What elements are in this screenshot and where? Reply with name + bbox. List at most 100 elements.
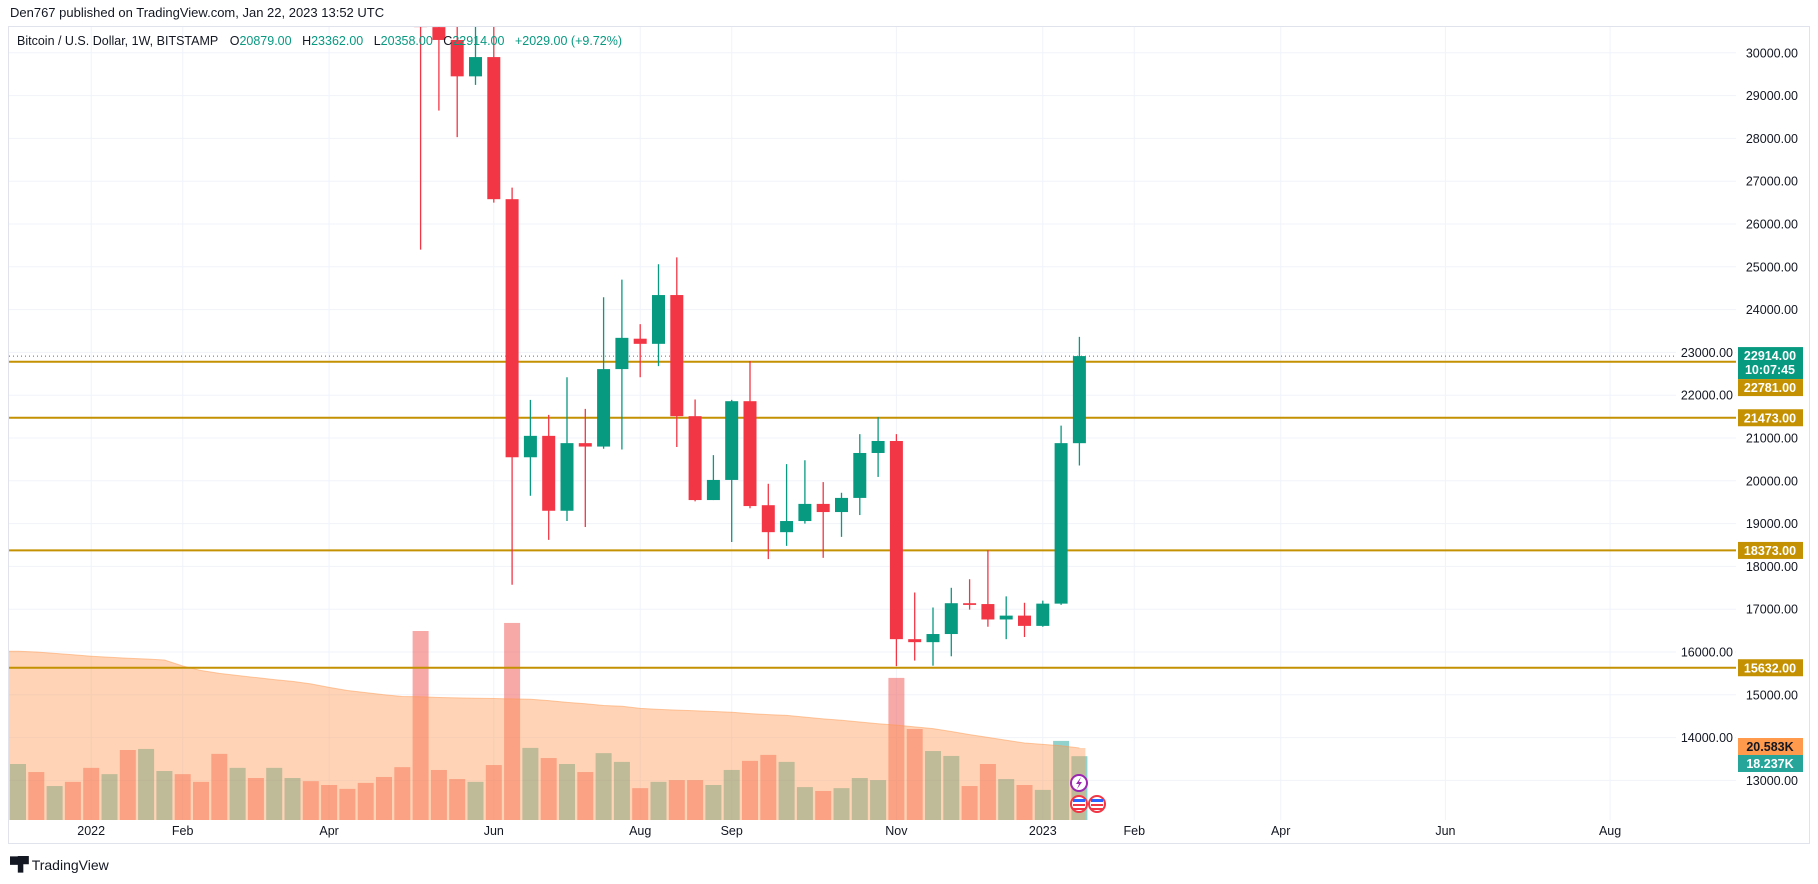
horizontal-levels[interactable] — [9, 355, 1736, 669]
volume-bar — [668, 780, 685, 820]
level-price-tag: 21473.00 — [1738, 409, 1803, 427]
event-icons[interactable] — [1070, 774, 1106, 813]
volume-ma-line — [9, 650, 1080, 749]
volume-ma-tag-text: 20.583K — [1746, 740, 1793, 754]
candle — [871, 417, 885, 477]
candle — [908, 592, 922, 661]
candle-body — [999, 615, 1013, 620]
time-axis[interactable]: 2022 Feb Apr Jun Aug Sep Nov 2023 Feb Apr Jun Aug — [77, 824, 1621, 838]
volume-bar — [1034, 789, 1051, 820]
volume-bar — [705, 785, 722, 820]
candle-body — [816, 503, 830, 513]
level-price-tag-text: 18373.00 — [1744, 544, 1796, 558]
candle-body — [1054, 443, 1068, 604]
last-price-tag-text: 10:07:45 — [1745, 363, 1795, 377]
x-tick-label: Sep — [721, 824, 743, 838]
candle — [633, 324, 647, 378]
candle-body — [688, 416, 702, 501]
volume-bar — [46, 786, 63, 820]
x-tick-label: Feb — [172, 824, 194, 838]
volume-bar — [284, 778, 301, 820]
volume-bar — [302, 781, 319, 820]
candle — [1054, 425, 1068, 605]
chart-frame — [8, 26, 1810, 844]
candle — [505, 187, 519, 585]
volume-ma-tag-bg — [1738, 738, 1803, 755]
volume-bar — [10, 764, 26, 820]
y-tick-label-bg — [1676, 345, 1735, 361]
y-tick-label-bg — [1676, 388, 1735, 404]
volume-bar — [815, 790, 832, 820]
symbol-legend: Bitcoin / U.S. Dollar, 1W, BITSTAMP O208… — [17, 34, 629, 48]
x-tick-label: Aug — [629, 824, 651, 838]
candle — [853, 434, 867, 516]
candle-body — [908, 639, 922, 643]
volume-bar — [467, 781, 484, 820]
candle — [578, 408, 592, 528]
publish-info: Den767 published on TradingView.com, Jan… — [10, 5, 385, 20]
candle-body — [798, 503, 812, 522]
candle-body — [835, 497, 848, 513]
volume-bar — [211, 753, 228, 820]
y-tick-label: 16000.00 — [1681, 646, 1733, 660]
volume-bar — [28, 772, 45, 820]
y-tick-label-bg — [1676, 730, 1735, 746]
y-tick-label: 18000.00 — [1746, 560, 1798, 574]
x-tick-label: Jun — [1435, 824, 1455, 838]
last-price-tag-bg — [1738, 347, 1803, 380]
candle-body — [487, 57, 501, 200]
open-label: O — [229, 34, 240, 48]
lightning-icon[interactable] — [1070, 774, 1088, 792]
level-price-tag: 15632.00 — [1738, 659, 1803, 677]
candle — [944, 587, 958, 657]
high-label: H — [302, 34, 312, 48]
level-price-tag-bg — [1738, 379, 1803, 397]
us-flag-icon[interactable] — [1070, 795, 1088, 813]
volume-ma-tag: 20.583K — [1738, 738, 1803, 755]
candle — [743, 360, 757, 509]
candle — [889, 434, 903, 667]
volume-bar — [522, 747, 539, 820]
candle — [981, 550, 995, 627]
high-value: 23362.00 — [311, 34, 364, 48]
volume-bar — [998, 779, 1015, 820]
volume-bar — [119, 750, 136, 820]
level-price-tag-bg — [1738, 659, 1803, 677]
candle-body — [505, 199, 519, 458]
candle — [469, 27, 482, 85]
volume-bar — [357, 782, 374, 820]
open-value: 20879.00 — [239, 34, 292, 48]
volume-bar — [906, 729, 923, 820]
y-tick-label: 25000.00 — [1746, 260, 1798, 274]
volume-bar — [687, 780, 704, 820]
volume-bar — [870, 780, 887, 820]
volume-bar — [449, 779, 466, 820]
tradingview-logo-icon: ▀▛ — [10, 856, 29, 872]
candle-body — [652, 295, 665, 344]
level-price-tag-bg — [1738, 541, 1803, 559]
symbol-name[interactable]: Bitcoin / U.S. Dollar, 1W, BITSTAMP — [17, 34, 219, 48]
volume-tag-text: 18.237K — [1746, 757, 1793, 771]
tradingview-logo[interactable]: ▀▛ TradingView — [10, 856, 109, 873]
us-flag-icon[interactable] — [1088, 795, 1106, 813]
candle-body — [633, 338, 647, 344]
candle — [450, 27, 464, 138]
volume-bar — [376, 776, 392, 820]
candle — [963, 579, 977, 610]
candle-body — [944, 603, 958, 635]
candle — [1018, 602, 1031, 638]
candle-body — [743, 401, 757, 507]
price-axis[interactable]: 30000.00 29000.00 28000.00 27000.00 26000.00… — [1676, 46, 1798, 788]
candle-body — [889, 440, 903, 640]
candle-body — [963, 603, 977, 605]
y-tick-label: 24000.00 — [1746, 303, 1798, 317]
level-price-tag: 22781.00 — [1738, 379, 1803, 397]
candle-body — [926, 634, 940, 643]
volume-bar — [193, 781, 209, 820]
candle-body — [981, 604, 995, 620]
y-tick-label: 20000.00 — [1746, 474, 1798, 488]
candle-body — [853, 452, 867, 498]
volume-bar — [1016, 785, 1033, 820]
